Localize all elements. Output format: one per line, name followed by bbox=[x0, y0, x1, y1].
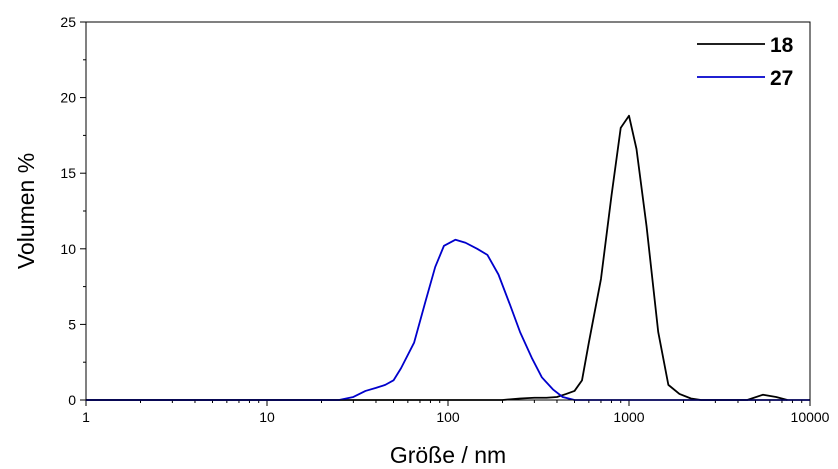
legend-label-27: 27 bbox=[770, 67, 793, 90]
x-tick-label: 1000 bbox=[613, 409, 644, 425]
series-group bbox=[86, 114, 810, 401]
x-tick-label: 10 bbox=[259, 409, 275, 425]
y-tick-label: 0 bbox=[68, 392, 76, 408]
series-line-27 bbox=[86, 238, 810, 401]
y-tick-label: 20 bbox=[60, 90, 76, 106]
legend-label-18: 18 bbox=[770, 34, 794, 57]
series-line-18 bbox=[86, 114, 788, 401]
x-tick-label: 10000 bbox=[791, 409, 830, 425]
y-tick-label: 10 bbox=[60, 241, 76, 257]
plot-frame bbox=[85, 21, 811, 401]
y-axis-title: Volumen % bbox=[13, 153, 39, 269]
axes-group: 1 10 100 1000 10000 0 5 10 15 20 25 bbox=[60, 14, 829, 425]
y-tick-label: 5 bbox=[68, 316, 76, 332]
x-tick-label: 100 bbox=[436, 409, 460, 425]
x-axis-title: Größe / nm bbox=[390, 442, 506, 468]
x-tick-label: 1 bbox=[82, 409, 90, 425]
y-tick-label: 25 bbox=[60, 14, 76, 30]
y-tick-label: 15 bbox=[60, 165, 76, 181]
